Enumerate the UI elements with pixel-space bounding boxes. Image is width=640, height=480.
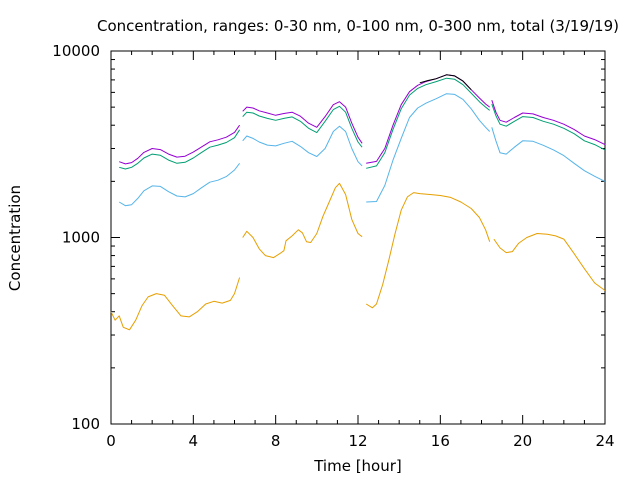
series-line [366,93,491,203]
series-layer [110,74,606,331]
series-line [119,129,241,170]
series-line [365,192,491,309]
x-tick-label: 8 [271,432,281,450]
y-tick-label: 10000 [52,42,100,60]
series-line [242,105,363,148]
series-line [366,74,491,164]
series-2 [119,77,606,170]
series-line [366,77,491,169]
y-tick-label: 1000 [62,229,100,247]
chart-title: Concentration, ranges: 0-30 nm, 0-100 nm… [97,17,619,35]
tick-labels: 0 4 8 12 16 20 24 100 1000 10000 [52,42,614,450]
series-1 [118,93,606,207]
x-tick-label: 20 [513,432,532,450]
series-line [419,74,472,91]
series-line [493,233,606,291]
y-tick-label: 100 [71,415,100,433]
x-tick-label: 24 [595,432,614,450]
y-axis-title: Concentration [6,185,24,291]
series-4 [419,74,472,91]
series-line [491,100,606,146]
x-tick-label: 16 [431,432,450,450]
axis-ticks [110,50,606,425]
x-tick-label: 0 [106,432,116,450]
plot-frame [110,50,606,425]
series-line [491,103,606,151]
series-line [491,127,606,182]
x-tick-label: 4 [189,432,199,450]
series-line [119,124,241,165]
series-line [110,277,241,331]
x-tick-label: 12 [348,432,367,450]
series-line [242,125,363,167]
series-line [242,182,363,259]
series-line [118,162,240,207]
x-axis-title: Time [hour] [313,457,402,475]
series-0 [110,182,606,331]
series-3 [119,74,606,165]
series-line [242,101,363,144]
